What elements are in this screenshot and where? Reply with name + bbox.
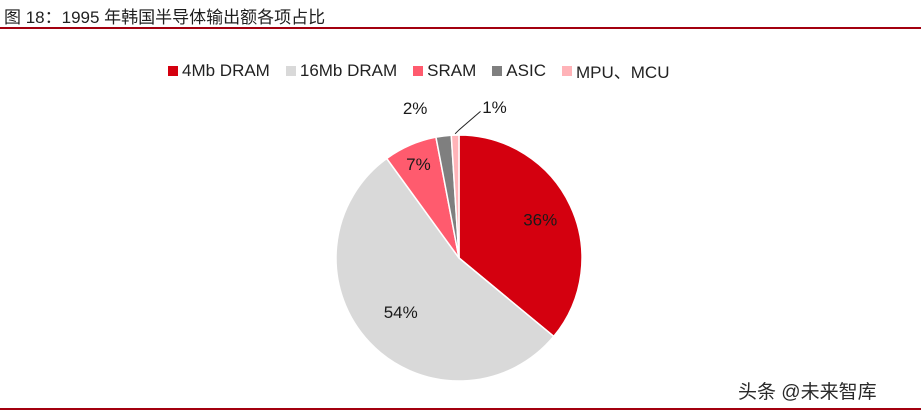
top-divider — [0, 27, 921, 29]
pie-slice-16mb-dram — [335, 157, 555, 382]
legend-label-4mb-dram: 4Mb DRAM — [182, 60, 270, 80]
legend-swatch-asic — [492, 65, 503, 76]
pie-slice-mpu-mcu — [450, 134, 460, 259]
legend-item-sram: SRAM — [413, 61, 476, 81]
chart-legend: 4Mb DRAM 16Mb DRAM SRAM ASIC MPU、MCU — [168, 58, 685, 83]
legend-item-mpu-mcu: MPU、MCU — [561, 58, 670, 83]
legend-swatch-mpu-mcu — [561, 65, 572, 76]
figure-title: 图 18：1995 年韩国半导体输出额各项占比 — [4, 8, 326, 27]
data-label-4mb-dram: 36% — [523, 210, 557, 229]
watermark-text: 头条 @未来智库 — [738, 382, 877, 403]
data-label-16mb-dram: 54% — [384, 303, 418, 322]
bottom-divider — [0, 408, 921, 410]
legend-swatch-sram — [413, 65, 424, 76]
legend-item-16mb-dram: 16Mb DRAM — [285, 60, 398, 81]
pie-slice-4mb-dram — [458, 134, 583, 338]
data-label-mpu-mcu: 1% — [482, 98, 507, 117]
legend-label-mpu-mcu: MPU、MCU — [575, 63, 670, 82]
legend-label-asic: ASIC — [506, 60, 546, 80]
legend-item-asic: ASIC — [492, 61, 546, 81]
legend-item-4mb-dram: 4Mb DRAM — [168, 61, 270, 81]
data-label-sram: 7% — [406, 155, 431, 174]
leader-line-mpu-mcu — [454, 111, 481, 135]
legend-swatch-4mb-dram — [168, 65, 178, 76]
legend-label-16mb-dram: 16Mb DRAM — [299, 60, 398, 80]
data-label-asic: 2% — [403, 99, 428, 118]
legend-swatch-16mb-dram — [285, 65, 296, 76]
legend-label-sram: SRAM — [427, 60, 477, 80]
